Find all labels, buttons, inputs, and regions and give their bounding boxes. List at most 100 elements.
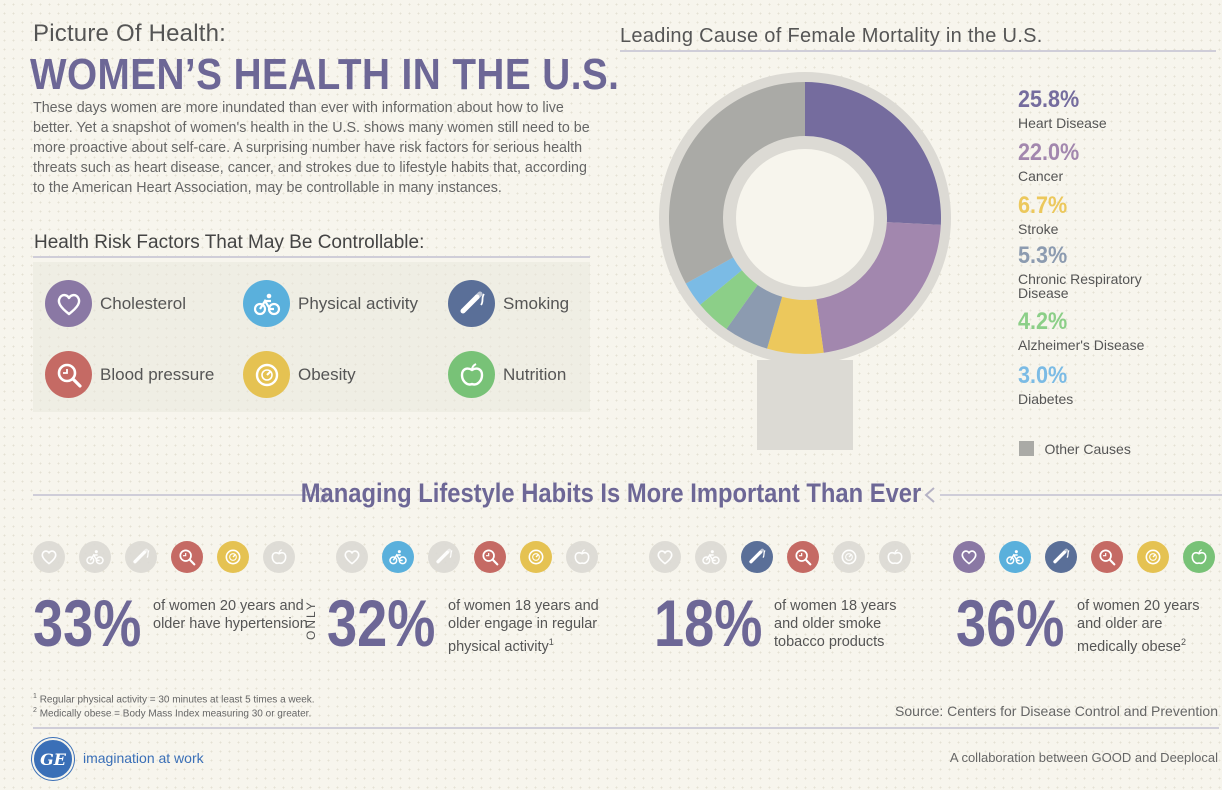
source-credit: Source: Centers for Disease Control and … xyxy=(895,703,1218,719)
legend-label: Heart Disease xyxy=(1018,115,1107,131)
stat-text-obesity: of women 20 years and older are medicall… xyxy=(1077,597,1219,656)
risk-item-label: Cholesterol xyxy=(100,293,186,313)
risk-factors-title: Health Risk Factors That May Be Controll… xyxy=(34,232,425,253)
donut-slice-cancer xyxy=(816,222,941,353)
section-title: Managing Lifestyle Habits Is More Import… xyxy=(300,478,922,508)
apple-icon xyxy=(566,541,598,573)
stat-text-smoking: of women 18 years and older smoke tobacc… xyxy=(774,597,924,651)
heart-icon xyxy=(953,541,985,573)
bicycle-icon xyxy=(695,541,727,573)
section-rule-left xyxy=(33,494,318,496)
donut-slice-diabetes xyxy=(685,257,742,305)
legend-item-chronic-respiratory: 5.3% Chronic Respiratory Disease xyxy=(1018,242,1168,301)
stat-text-physical-activity: of women 18 years and older engage in re… xyxy=(448,597,623,656)
bicycle-icon xyxy=(382,541,414,573)
heart-icon xyxy=(33,541,65,573)
chart-title: Leading Cause of Female Mortality in the… xyxy=(620,25,1043,47)
legend-value: 3.0% xyxy=(1018,362,1068,389)
legend-label: Other Causes xyxy=(1044,440,1131,457)
cigarette-icon xyxy=(741,541,773,573)
chevron-left-icon xyxy=(924,487,935,503)
legend-label: Chronic Respiratory Disease xyxy=(1018,271,1142,301)
legend-swatch xyxy=(1019,441,1034,457)
legend-value: 22.0% xyxy=(1018,139,1080,166)
page-title: WOMEN’S HEALTH IN THE U.S. xyxy=(30,50,620,99)
footnote-text: Regular physical activity = 30 minutes a… xyxy=(39,694,315,706)
risk-item-label: Smoking xyxy=(503,293,570,313)
risk-item-blood-pressure: Blood pressure xyxy=(45,351,214,398)
cigarette-icon xyxy=(125,541,157,573)
risk-item-label: Nutrition xyxy=(503,364,567,384)
tagline: imagination at work xyxy=(83,750,204,766)
bicycle-icon xyxy=(999,541,1031,573)
scale-icon xyxy=(243,351,290,398)
bicycle-icon xyxy=(243,280,290,327)
risk-item-label: Physical activity xyxy=(298,293,418,313)
stat-value-hypertension: 33% xyxy=(33,586,142,660)
risk-factors-panel: Cholesterol Physical activity Smoking Bl… xyxy=(33,262,590,412)
donut-slice-chronic-respiratory-disease xyxy=(726,284,783,349)
stat-text-body: of women 18 years and older smoke tobacc… xyxy=(774,598,897,650)
apple-icon xyxy=(879,541,911,573)
donut-center xyxy=(726,139,884,297)
legend-label: Diabetes xyxy=(1018,391,1074,407)
risk-item-smoking: Smoking xyxy=(448,280,569,327)
legend-value: 25.8% xyxy=(1018,86,1080,113)
legend-label: Cancer xyxy=(1018,168,1064,184)
stat-text-body: of women 20 years and older have hyperte… xyxy=(153,598,308,632)
donut-slice-stroke xyxy=(767,296,824,354)
stat-prefix-only: ONLY xyxy=(304,600,318,640)
magnifier-icon xyxy=(474,541,506,573)
chevron-right-icon xyxy=(319,487,330,503)
legend-value: 6.7% xyxy=(1018,192,1068,219)
apple-icon xyxy=(263,541,295,573)
risk-item-physical-activity: Physical activity xyxy=(243,280,418,327)
footnote-marker: 1 xyxy=(548,637,554,647)
risk-item-nutrition: Nutrition xyxy=(448,351,566,398)
scale-icon xyxy=(1137,541,1169,573)
scale-icon xyxy=(217,541,249,573)
magnifier-icon xyxy=(787,541,819,573)
ge-logo[interactable]: GE xyxy=(32,738,74,780)
donut-slice-other-causes xyxy=(669,82,805,284)
cigarette-icon xyxy=(448,280,495,327)
mortality-donut-chart xyxy=(659,72,951,450)
magnifier-icon xyxy=(45,351,92,398)
footer-rule xyxy=(33,727,1219,729)
collaboration-credit: A collaboration between GOOD and Deeploc… xyxy=(949,750,1218,765)
stat-value-physical-activity: 32% xyxy=(327,586,436,660)
cigarette-icon xyxy=(428,541,460,573)
footnote-2: 2 Medically obese = Body Mass Index meas… xyxy=(33,707,311,719)
heart-icon xyxy=(45,280,92,327)
donut-slice-heart-disease xyxy=(805,82,941,225)
apple-icon xyxy=(1183,541,1215,573)
legend-label: Stroke xyxy=(1018,221,1059,237)
footnote-marker: 2 xyxy=(33,707,37,714)
footnote-text: Medically obese = Body Mass Index measur… xyxy=(39,708,312,720)
magnifier-icon xyxy=(1091,541,1123,573)
chart-title-rule xyxy=(620,50,1216,52)
stat-text-body: of women 18 years and older engage in re… xyxy=(448,598,599,655)
apple-icon xyxy=(448,351,495,398)
risk-item-obesity: Obesity xyxy=(243,351,356,398)
stat-text-body: of women 20 years and older are medicall… xyxy=(1077,598,1200,655)
intro-text: These days women are more inundated than… xyxy=(33,100,590,196)
footnote-marker: 2 xyxy=(1180,637,1186,647)
scale-icon xyxy=(833,541,865,573)
risk-item-label: Blood pressure xyxy=(100,364,215,384)
legend-value: 5.3% xyxy=(1018,242,1068,269)
legend-item-cancer: 22.0% Cancer xyxy=(1018,139,1086,184)
legend-item-alzheimers: 4.2% Alzheimer's Disease xyxy=(1018,310,1145,353)
heart-icon xyxy=(649,541,681,573)
legend-item-stroke: 6.7% Stroke xyxy=(1018,192,1073,237)
stat-value-smoking: 18% xyxy=(654,586,763,660)
legend-label: Alzheimer's Disease xyxy=(1018,337,1145,353)
legend-item-other-causes: Other Causes xyxy=(1019,440,1131,458)
donut-slice-alzheimer-s-disease xyxy=(700,270,758,330)
risk-title-rule xyxy=(33,256,590,258)
legend-item-heart-disease: 25.8% Heart Disease xyxy=(1018,86,1107,131)
scale-icon xyxy=(520,541,552,573)
section-rule-right xyxy=(940,494,1222,496)
stat-text-hypertension: of women 20 years and older have hyperte… xyxy=(153,597,323,633)
heart-icon xyxy=(336,541,368,573)
